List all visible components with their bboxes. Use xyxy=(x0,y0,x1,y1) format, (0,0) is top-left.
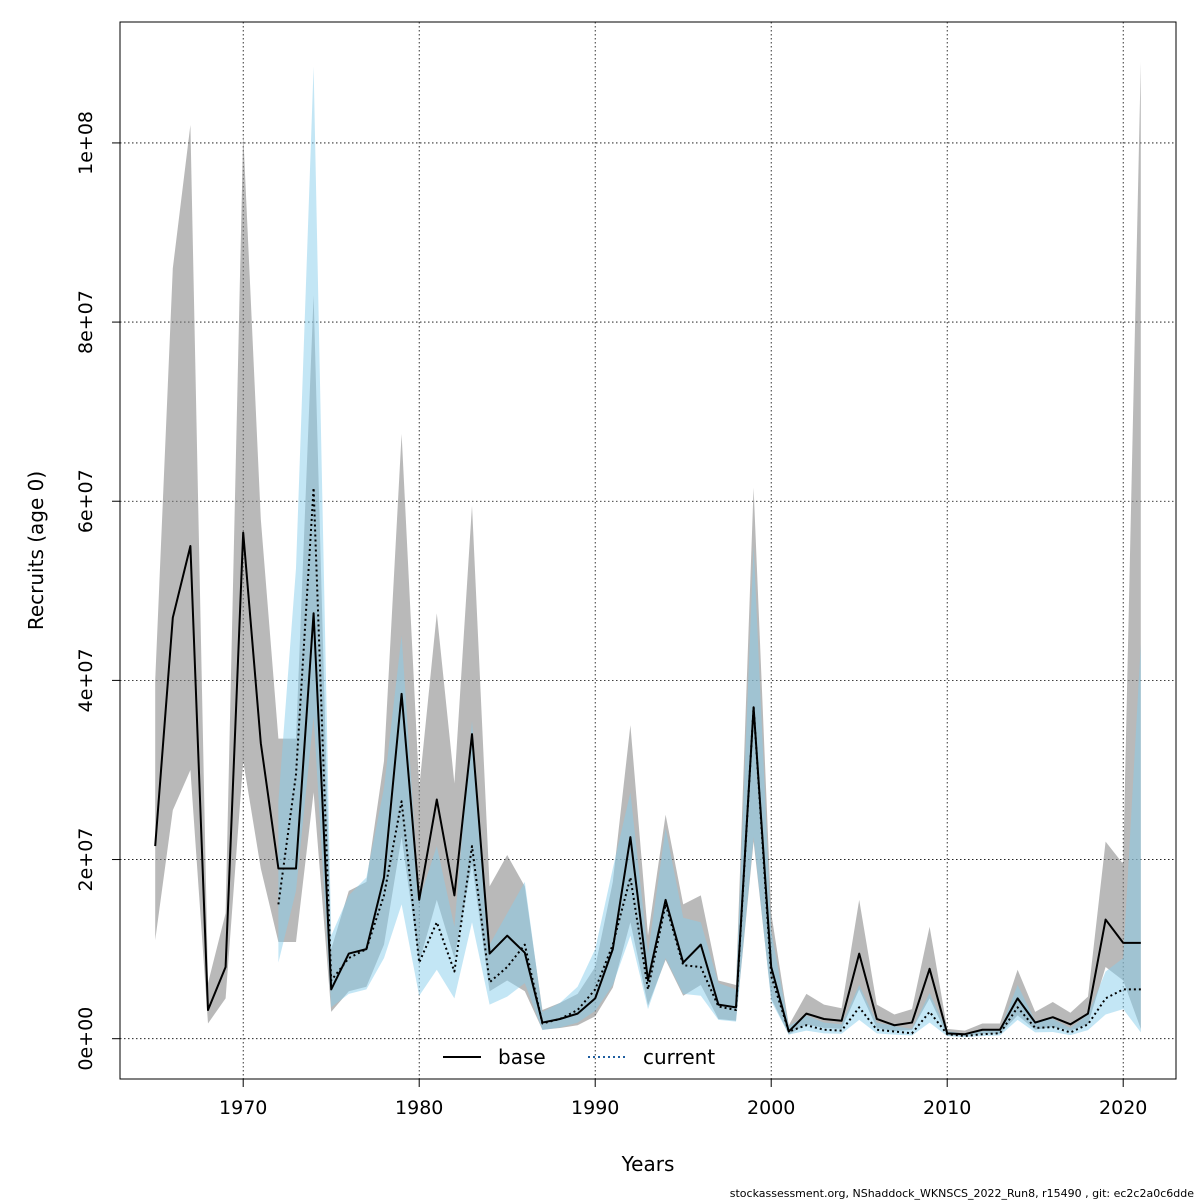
y-tick-label: 8e+07 xyxy=(75,290,97,354)
y-tick-label: 6e+07 xyxy=(75,469,97,533)
x-tick-label: 2010 xyxy=(923,1097,971,1119)
x-axis: 1970 1980 1990 2000 2010 2020 xyxy=(219,1079,1147,1119)
line-base xyxy=(154,531,1141,1036)
band-current xyxy=(278,66,1141,1038)
legend-label-base: base xyxy=(498,1045,546,1069)
legend-label-current: current xyxy=(643,1045,715,1069)
y-axis: 0e+00 2e+07 4e+07 6e+07 8e+07 1e+08 xyxy=(75,111,120,1071)
x-tick-label: 1970 xyxy=(219,1097,267,1119)
x-tick-label: 1980 xyxy=(395,1097,443,1119)
y-tick-label: 0e+00 xyxy=(75,1007,97,1071)
line-current xyxy=(277,486,1141,1038)
y-tick-label: 1e+08 xyxy=(75,111,97,175)
y-tick-label: 4e+07 xyxy=(75,648,97,712)
grid-lines xyxy=(120,22,1176,1079)
y-tick-label: 2e+07 xyxy=(75,828,97,892)
x-axis-title: Years xyxy=(621,1152,675,1176)
y-axis-title: Recruits (age 0) xyxy=(24,471,48,630)
x-tick-label: 2000 xyxy=(747,1097,795,1119)
plot-frame xyxy=(119,21,1177,1080)
legend: base current xyxy=(443,1045,715,1069)
series-lines xyxy=(154,486,1141,1038)
x-tick-label: 1990 xyxy=(571,1097,619,1119)
footer-credit: stockassessment.org, NShaddock_WKNSCS_20… xyxy=(730,1187,1194,1200)
x-tick-label: 2020 xyxy=(1099,1097,1147,1119)
confidence-bands xyxy=(155,62,1141,1038)
